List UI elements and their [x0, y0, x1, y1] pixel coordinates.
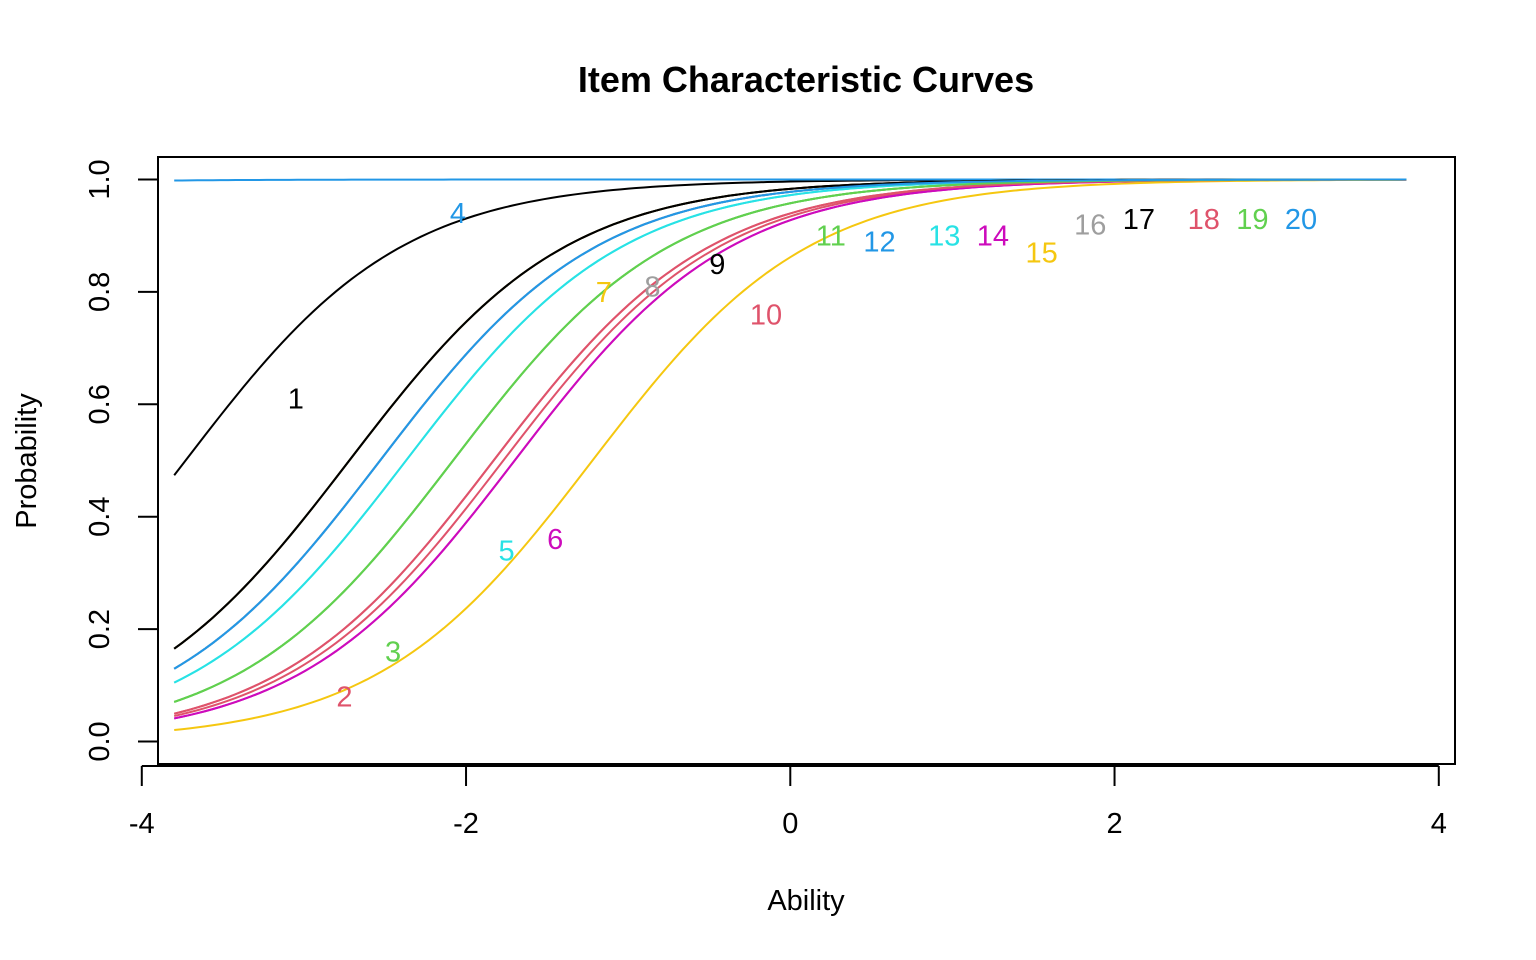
item-label-19: 19 — [1236, 204, 1268, 236]
item-label-5: 5 — [498, 535, 514, 567]
curve-item-8 — [173, 178, 1407, 670]
item-label-1: 1 — [288, 384, 304, 416]
curve-item-9 — [173, 178, 1407, 650]
item-label-4: 4 — [450, 198, 466, 230]
x-tick-label: 0 — [782, 808, 798, 840]
curve-item-16 — [173, 178, 1407, 670]
y-tick-label: 0.8 — [84, 272, 116, 312]
x-tick-label: -4 — [129, 808, 155, 840]
x-axis-title: Ability — [767, 885, 845, 917]
y-tick-label: 0.0 — [84, 721, 116, 761]
item-label-11: 11 — [816, 221, 846, 253]
x-tick-label: 4 — [1431, 808, 1447, 840]
chart-title: Item Characteristic Curves — [578, 59, 1034, 100]
item-label-12: 12 — [863, 226, 895, 258]
item-label-3: 3 — [385, 637, 401, 669]
curve-item-5 — [173, 178, 1407, 684]
y-tick-label: 0.2 — [84, 609, 116, 649]
item-label-7: 7 — [596, 277, 612, 309]
item-label-15: 15 — [1025, 238, 1057, 270]
curve-item-13 — [173, 178, 1407, 684]
y-axis-title: Probability — [11, 393, 43, 529]
curve-item-1 — [173, 178, 1407, 476]
item-label-9: 9 — [709, 249, 725, 281]
item-label-16: 16 — [1074, 209, 1106, 241]
curve-item-7 — [173, 178, 1407, 650]
curves-layer — [173, 178, 1407, 732]
curve-item-12 — [173, 178, 1407, 670]
curve-item-20 — [173, 178, 1407, 670]
y-tick-label: 0.6 — [84, 384, 116, 424]
x-tick-label: 2 — [1106, 808, 1122, 840]
item-label-18: 18 — [1188, 204, 1220, 236]
x-tick-label: -2 — [453, 808, 479, 840]
item-label-14: 14 — [977, 221, 1009, 253]
curve-item-15 — [174, 178, 1407, 732]
item-label-20: 20 — [1285, 204, 1317, 236]
item-label-13: 13 — [928, 221, 960, 253]
y-axis: 0.0 0.2 0.4 0.6 0.8 1.0 — [84, 159, 159, 762]
item-label-6: 6 — [547, 524, 563, 556]
x-axis: -4 -2 0 2 4 — [129, 765, 1447, 840]
item-label-17: 17 — [1123, 204, 1155, 236]
item-label-2: 2 — [336, 682, 352, 714]
curve-item-17 — [173, 178, 1407, 650]
y-tick-label: 1.0 — [84, 159, 116, 199]
y-tick-label: 0.4 — [84, 497, 116, 537]
item-label-8: 8 — [644, 271, 660, 303]
item-label-10: 10 — [750, 299, 782, 331]
